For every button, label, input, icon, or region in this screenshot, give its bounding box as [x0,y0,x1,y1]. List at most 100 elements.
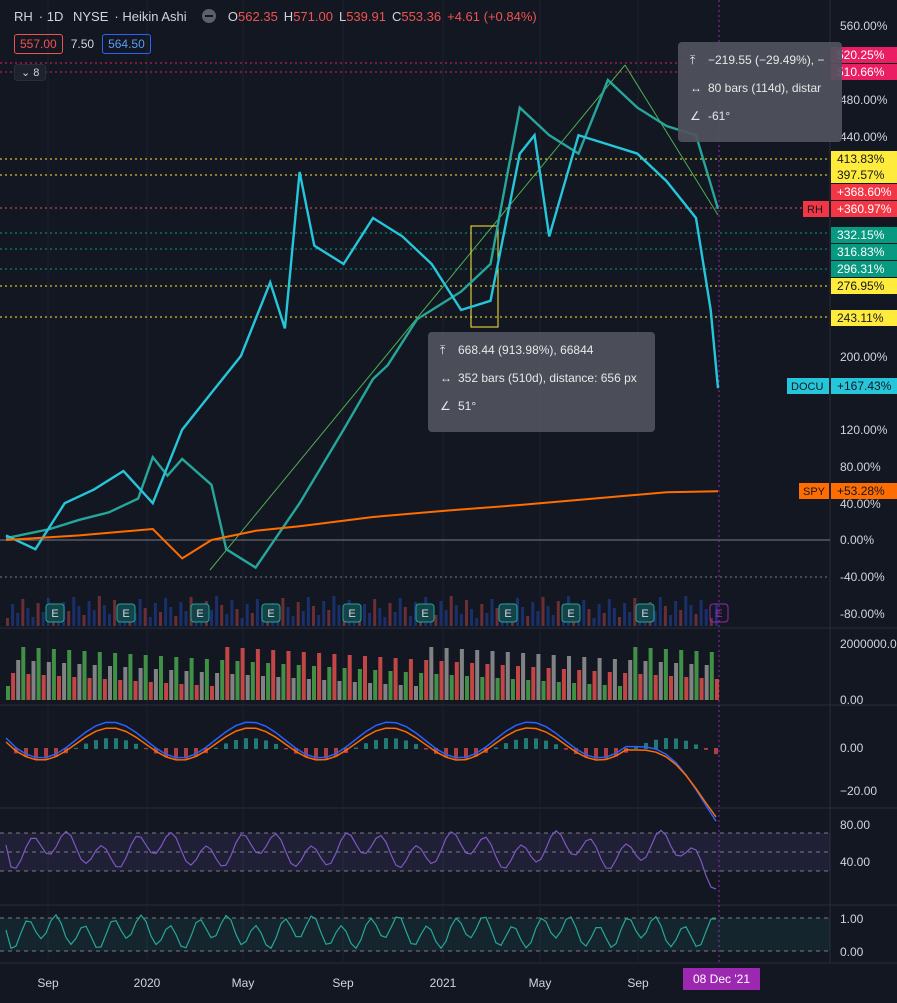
interval[interactable]: 1D [46,9,64,24]
x-tick-label: 2020 [134,976,161,990]
volume-bar [281,664,286,700]
chart-style[interactable]: Heikin Ashi [122,9,187,24]
volume-bar [240,648,245,700]
macd-histogram-bar [474,748,478,757]
macd-histogram-bar [234,740,238,749]
volume-bar [306,597,310,626]
earnings-marker [415,603,435,623]
volume-bar [291,616,295,626]
volume-bar [398,598,402,626]
macd-histogram-bar [254,738,258,749]
volume-bar [41,612,45,626]
volume-bar [312,666,316,700]
volume-bar [495,678,500,700]
eye-icon[interactable] [202,9,217,23]
macd-histogram-bar [694,744,698,749]
price-label-bg [831,244,897,260]
volume-bar [439,661,444,700]
volume-bar [322,601,326,626]
volume-bar [41,675,46,700]
volume-bar [327,667,332,700]
volume-bar [276,677,281,700]
macd-histogram-bar [194,748,198,757]
macd-histogram-bar [644,742,648,749]
volume-bar [46,662,51,700]
volume-bar [403,672,408,700]
volume-bar [449,675,454,700]
spread: 7.50 [70,37,95,51]
earnings-label: E [504,608,511,620]
volume-bar [245,604,249,626]
symbol-name[interactable]: RH [14,9,33,24]
trend-line [624,64,719,216]
volume-bar [357,669,362,700]
volume-bar [388,671,393,700]
volume-bar [21,599,25,626]
sell-price[interactable]: 557.00 [14,34,63,54]
volume-bar [255,649,260,700]
y-tick-label: 0.00 [840,741,864,755]
volume-bar [108,666,112,700]
volume-bar [633,598,637,626]
price-label: +167.43% [837,379,892,393]
volume-bar [424,660,429,700]
macd-histogram-bar [104,738,108,749]
series-line-docu [5,132,720,551]
macd-histogram-bar [574,748,578,754]
macd-histogram-bar [554,744,558,749]
macd-histogram-bar [374,739,378,749]
volume-bar [714,604,718,626]
macd-histogram-bar [604,748,608,759]
volume-bar [398,685,403,700]
volume-bar [628,660,633,700]
price-label: 243.11% [837,311,884,325]
volume-bar [546,668,551,700]
width-icon: ↔ [440,371,452,385]
y-tick-label: 200.00% [840,350,888,364]
angle-icon: ∠ [690,109,701,123]
volume-bar [653,675,658,700]
volume-bar [490,599,494,626]
volume-bar [505,652,510,700]
volume-bar [383,617,387,626]
volume-bar [658,597,662,626]
y-tick-label: 560.00% [840,19,888,33]
volume-bar [419,673,424,700]
oscillator-line [5,913,717,950]
price-label-bg [831,151,897,167]
volume-bar [153,669,158,700]
earnings-marker [635,603,655,623]
macd-histogram-bar [334,748,338,757]
macd-histogram-bar [164,748,168,757]
volume-bar [541,597,545,626]
macd-histogram-bar [464,748,468,759]
volume-bar [21,647,26,700]
volume-bar [332,654,337,700]
volume-bar [250,662,255,700]
ohlc-values: O562.35 H571.00 L539.91 C553.36 +4.61 (+0.84… [227,9,537,24]
earnings-marker [45,603,65,623]
macd-histogram-bar [424,748,428,750]
earnings-marker [561,603,581,623]
volume-bar [62,663,67,700]
low-value: 539.91 [346,9,386,24]
volume-bar [301,652,306,700]
y-tick-label: 2000000.00 [840,637,897,651]
exchange: NYSE [72,9,109,24]
volume-bar [31,617,35,626]
volume-bar [689,664,694,700]
volume-bar [628,612,632,626]
bid-ask: 557.00 7.50 564.50 [14,34,151,54]
volume-bar [164,683,169,700]
volume-bar [393,658,398,700]
volume-bar [235,609,239,626]
indicators-toggle[interactable]: ⌄ 8 [14,64,47,81]
macd-histogram-bar [314,748,318,759]
macd-histogram-bar [714,748,718,755]
volume-bar [97,652,102,700]
earnings-event: E [116,603,136,623]
buy-price[interactable]: 564.50 [102,34,151,54]
volume-bar [138,668,143,700]
volume-bar [97,596,101,626]
